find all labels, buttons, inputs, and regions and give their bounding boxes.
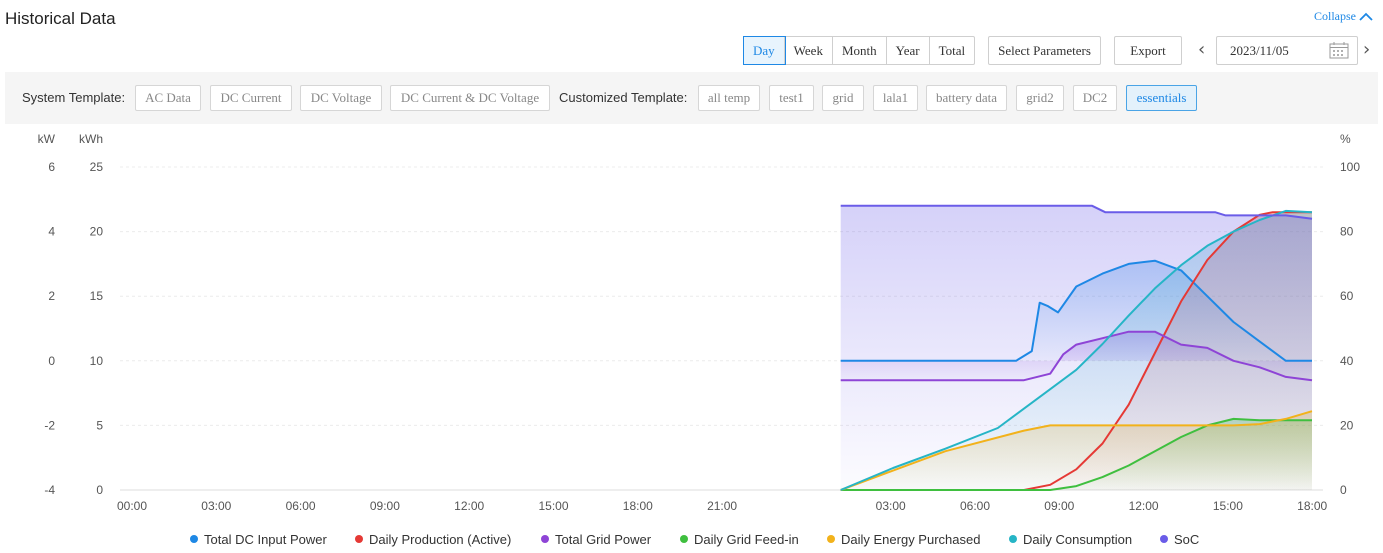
x-tick-label: 03:00 bbox=[201, 499, 231, 513]
template-grid[interactable]: grid bbox=[822, 85, 864, 111]
x-tick-label: 00:00 bbox=[117, 499, 147, 513]
legend-label: SoC bbox=[1174, 532, 1200, 547]
period-total-button[interactable]: Total bbox=[938, 43, 966, 58]
legend-dot-icon bbox=[680, 535, 688, 543]
legend-label: Daily Grid Feed-in bbox=[694, 532, 799, 547]
y-tick-kw: 0 bbox=[48, 354, 55, 368]
export-button[interactable]: Export bbox=[1114, 36, 1182, 65]
y-tick-pct: 80 bbox=[1340, 225, 1354, 239]
template-dc-current-voltage[interactable]: DC Current & DC Voltage bbox=[390, 85, 550, 111]
period-selector: Day Week Month Year Total bbox=[743, 36, 976, 65]
system-template-label: System Template: bbox=[22, 90, 126, 105]
y-tick-kwh: 15 bbox=[90, 289, 104, 303]
series-line-total-grid-power bbox=[840, 330, 1313, 382]
legend-item-soc[interactable]: SoC bbox=[1160, 532, 1199, 547]
y-tick-pct: 100 bbox=[1340, 160, 1360, 174]
collapse-toggle[interactable]: Collapse bbox=[1314, 9, 1373, 24]
template-test1[interactable]: test1 bbox=[769, 85, 814, 111]
y-axis-label-pct: % bbox=[1340, 132, 1351, 146]
y-tick-kwh: 10 bbox=[90, 354, 104, 368]
series-area-soc bbox=[840, 205, 1312, 491]
y-tick-kw: -2 bbox=[44, 418, 55, 432]
template-grid2[interactable]: grid2 bbox=[1016, 85, 1064, 111]
legend-label: Daily Production (Active) bbox=[369, 532, 512, 547]
legend-item-daily-consumption[interactable]: Daily Consumption bbox=[1009, 532, 1132, 547]
x-tick-label: 18:00 bbox=[1297, 499, 1327, 513]
y-tick-pct: 40 bbox=[1340, 354, 1354, 368]
y-tick-kw: -4 bbox=[44, 483, 55, 497]
legend-dot-icon bbox=[1160, 535, 1168, 543]
x-tick-label: 12:00 bbox=[454, 499, 484, 513]
y-tick-pct: 20 bbox=[1340, 418, 1354, 432]
x-tick-label: 03:00 bbox=[876, 499, 906, 513]
template-ac-data[interactable]: AC Data bbox=[135, 85, 201, 111]
legend-label: Total DC Input Power bbox=[204, 532, 327, 547]
next-date-icon[interactable]: › bbox=[1363, 39, 1371, 60]
series-line-daily-consumption bbox=[840, 209, 1313, 491]
chevron-up-icon bbox=[1359, 12, 1373, 21]
collapse-label: Collapse bbox=[1314, 9, 1356, 23]
y-tick-pct: 60 bbox=[1340, 289, 1354, 303]
x-tick-label: 21:00 bbox=[707, 499, 737, 513]
y-tick-kw: 4 bbox=[48, 225, 55, 239]
series-line-soc bbox=[840, 204, 1313, 220]
previous-date-icon[interactable]: ‹ bbox=[1198, 39, 1206, 60]
y-axis-label-kw: kW bbox=[38, 132, 56, 146]
template-lala1[interactable]: lala1 bbox=[873, 85, 918, 111]
legend-label: Daily Energy Purchased bbox=[841, 532, 981, 547]
customized-template-label: Customized Template: bbox=[559, 90, 688, 105]
series-line-daily-grid-feed-in bbox=[840, 417, 1312, 491]
legend-item-daily-production-active-[interactable]: Daily Production (Active) bbox=[355, 532, 511, 547]
x-tick-label: 09:00 bbox=[370, 499, 400, 513]
select-parameters-button[interactable]: Select Parameters bbox=[988, 36, 1101, 65]
x-tick-label: 09:00 bbox=[1044, 499, 1074, 513]
period-year-button[interactable]: Year bbox=[887, 37, 930, 64]
y-tick-kw: 6 bbox=[48, 160, 55, 174]
y-tick-kwh: 25 bbox=[90, 160, 104, 174]
legend-dot-icon bbox=[355, 535, 363, 543]
template-all-temp[interactable]: all temp bbox=[698, 85, 760, 111]
template-dc2[interactable]: DC2 bbox=[1073, 85, 1117, 111]
x-tick-label: 12:00 bbox=[1129, 499, 1159, 513]
series-line-total-dc-input-power bbox=[840, 259, 1312, 362]
period-day-button[interactable]: Day bbox=[743, 36, 786, 65]
page-title: Historical Data bbox=[5, 9, 116, 28]
series-line-daily-energy-purchased bbox=[840, 410, 1313, 491]
x-tick-label: 06:00 bbox=[960, 499, 990, 513]
history-chart: 6 25 100 4 20 80 2 15 60 0 10 40 -2 5 20 -4 0 0 kW kWh % 00:0… bbox=[38, 132, 1361, 513]
date-value: 2023/11/05 bbox=[1230, 43, 1289, 58]
legend-item-total-dc-input-power[interactable]: Total DC Input Power bbox=[190, 532, 327, 547]
y-tick-kwh: 5 bbox=[96, 418, 103, 432]
template-dc-voltage[interactable]: DC Voltage bbox=[300, 85, 382, 111]
template-battery-data[interactable]: battery data bbox=[926, 85, 1007, 111]
x-tick-label: 15:00 bbox=[538, 499, 568, 513]
template-essentials[interactable]: essentials bbox=[1126, 85, 1197, 111]
y-tick-kw: 2 bbox=[48, 289, 55, 303]
legend-dot-icon bbox=[1009, 535, 1017, 543]
chart-legend: Total DC Input Power Daily Production (Ac… bbox=[0, 532, 1383, 550]
legend-label: Total Grid Power bbox=[555, 532, 652, 547]
template-dc-current[interactable]: DC Current bbox=[210, 85, 292, 111]
legend-label: Daily Consumption bbox=[1023, 532, 1133, 547]
y-axis-label-kwh: kWh bbox=[79, 132, 103, 146]
legend-dot-icon bbox=[827, 535, 835, 543]
legend-item-daily-grid-feed-in[interactable]: Daily Grid Feed-in bbox=[680, 532, 799, 547]
calendar-icon bbox=[1329, 42, 1349, 59]
period-month-button[interactable]: Month bbox=[833, 37, 887, 64]
x-tick-label: 15:00 bbox=[1213, 499, 1243, 513]
legend-dot-icon bbox=[541, 535, 549, 543]
y-tick-pct: 0 bbox=[1340, 483, 1347, 497]
date-picker[interactable]: 2023/11/05 bbox=[1216, 36, 1358, 65]
legend-item-daily-energy-purchased[interactable]: Daily Energy Purchased bbox=[827, 532, 980, 547]
legend-item-total-grid-power[interactable]: Total Grid Power bbox=[541, 532, 651, 547]
y-tick-kwh: 20 bbox=[90, 225, 104, 239]
x-tick-label: 18:00 bbox=[623, 499, 653, 513]
y-tick-kwh: 0 bbox=[96, 483, 103, 497]
period-week-button[interactable]: Week bbox=[785, 37, 833, 64]
x-tick-label: 06:00 bbox=[286, 499, 316, 513]
legend-dot-icon bbox=[190, 535, 198, 543]
